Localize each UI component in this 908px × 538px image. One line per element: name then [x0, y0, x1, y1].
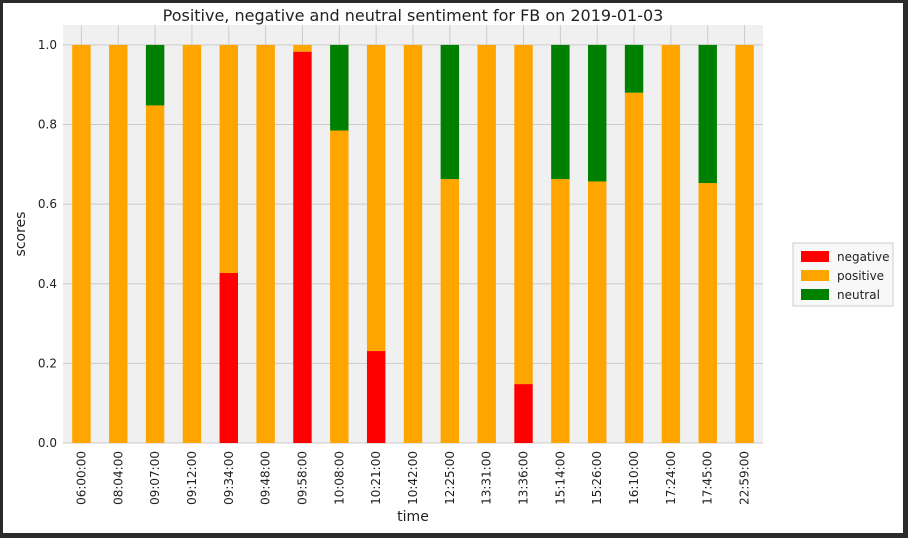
bar-negative-095800 — [293, 51, 312, 443]
x-tick-label: 16:10:00 — [627, 451, 641, 505]
x-tick-label: 17:45:00 — [701, 451, 715, 505]
bar-negative-133600 — [514, 384, 533, 443]
bar-positive-095800 — [293, 44, 312, 52]
bar-positive-152600 — [588, 181, 607, 444]
legend-label-negative: negative — [837, 250, 889, 264]
legend-swatch-neutral — [801, 289, 829, 300]
x-tick-label: 09:34:00 — [222, 451, 236, 505]
y-tick-label: 0.0 — [38, 436, 57, 450]
bar-positive-172400 — [661, 44, 681, 444]
bar-positive-122500 — [440, 179, 460, 443]
x-tick-label: 06:00:00 — [74, 451, 88, 505]
x-tick-label: 10:21:00 — [369, 451, 383, 505]
x-axis-ticks: 06:00:00 08:04:00 09:07:00 09:12:00 09:34:00… — [74, 451, 751, 505]
x-tick-label: 22:59:00 — [738, 451, 752, 505]
x-axis-label: time — [397, 509, 429, 525]
legend-label-positive: positive — [837, 269, 884, 283]
bar-positive-080400 — [109, 44, 128, 444]
x-tick-label: 15:26:00 — [590, 451, 604, 505]
chart-title: Positive, negative and neutral sentiment… — [163, 6, 664, 25]
bar-neutral-122500 — [440, 44, 460, 180]
y-tick-label: 1.0 — [38, 38, 57, 52]
y-tick-label: 0.8 — [38, 118, 57, 132]
legend-label-neutral: neutral — [837, 288, 880, 302]
x-tick-label: 10:08:00 — [332, 451, 346, 505]
bar-negative-093400 — [219, 273, 238, 443]
bar-neutral-174500 — [698, 44, 717, 184]
bar-neutral-090700 — [145, 44, 165, 106]
bar-neutral-100800 — [330, 44, 349, 131]
chart-frame: 0.0 0.2 0.4 0.6 0.8 1.0 06:00:00 08:04:00 09:07… — [3, 3, 903, 533]
bar-positive-094800 — [256, 44, 275, 444]
bar-positive-090700 — [145, 105, 165, 444]
bar-positive-133100 — [477, 44, 496, 444]
x-tick-label: 08:04:00 — [111, 451, 125, 505]
bar-positive-174500 — [698, 183, 717, 443]
legend-swatch-negative — [801, 251, 829, 262]
x-tick-label: 13:31:00 — [480, 451, 494, 505]
bars — [72, 44, 754, 444]
y-axis-ticks: 0.0 0.2 0.4 0.6 0.8 1.0 — [38, 38, 57, 450]
bar-positive-161000 — [624, 92, 644, 443]
x-tick-label: 09:07:00 — [148, 451, 162, 505]
bar-positive-091200 — [182, 44, 202, 444]
bar-positive-104200 — [403, 44, 423, 444]
bar-neutral-151400 — [551, 44, 570, 180]
legend: negative positive neutral — [792, 242, 894, 307]
bar-positive-133600 — [514, 44, 533, 385]
bar-neutral-161000 — [624, 44, 644, 93]
x-tick-label: 15:14:00 — [553, 451, 567, 505]
chart: 0.0 0.2 0.4 0.6 0.8 1.0 06:00:00 08:04:00 09:07… — [13, 6, 894, 525]
bar-positive-060000 — [72, 44, 91, 444]
y-tick-label: 0.6 — [38, 197, 57, 211]
x-tick-label: 09:12:00 — [185, 451, 199, 505]
bar-neutral-152600 — [588, 44, 607, 182]
bar-positive-225900 — [735, 44, 754, 444]
y-tick-label: 0.4 — [38, 277, 57, 291]
x-tick-label: 09:58:00 — [295, 451, 309, 505]
x-tick-label: 09:48:00 — [259, 451, 273, 505]
bar-positive-093400 — [219, 44, 238, 274]
bar-positive-100800 — [330, 130, 349, 443]
bar-negative-102100 — [366, 351, 386, 443]
bar-positive-151400 — [551, 179, 570, 443]
x-tick-label: 10:42:00 — [406, 451, 420, 505]
y-tick-label: 0.2 — [38, 356, 57, 370]
y-axis-label: scores — [13, 212, 29, 257]
legend-swatch-positive — [801, 270, 829, 281]
x-tick-label: 12:25:00 — [443, 451, 457, 505]
x-tick-label: 17:24:00 — [664, 451, 678, 505]
bar-positive-102100 — [366, 44, 386, 352]
x-tick-label: 13:36:00 — [517, 451, 531, 505]
